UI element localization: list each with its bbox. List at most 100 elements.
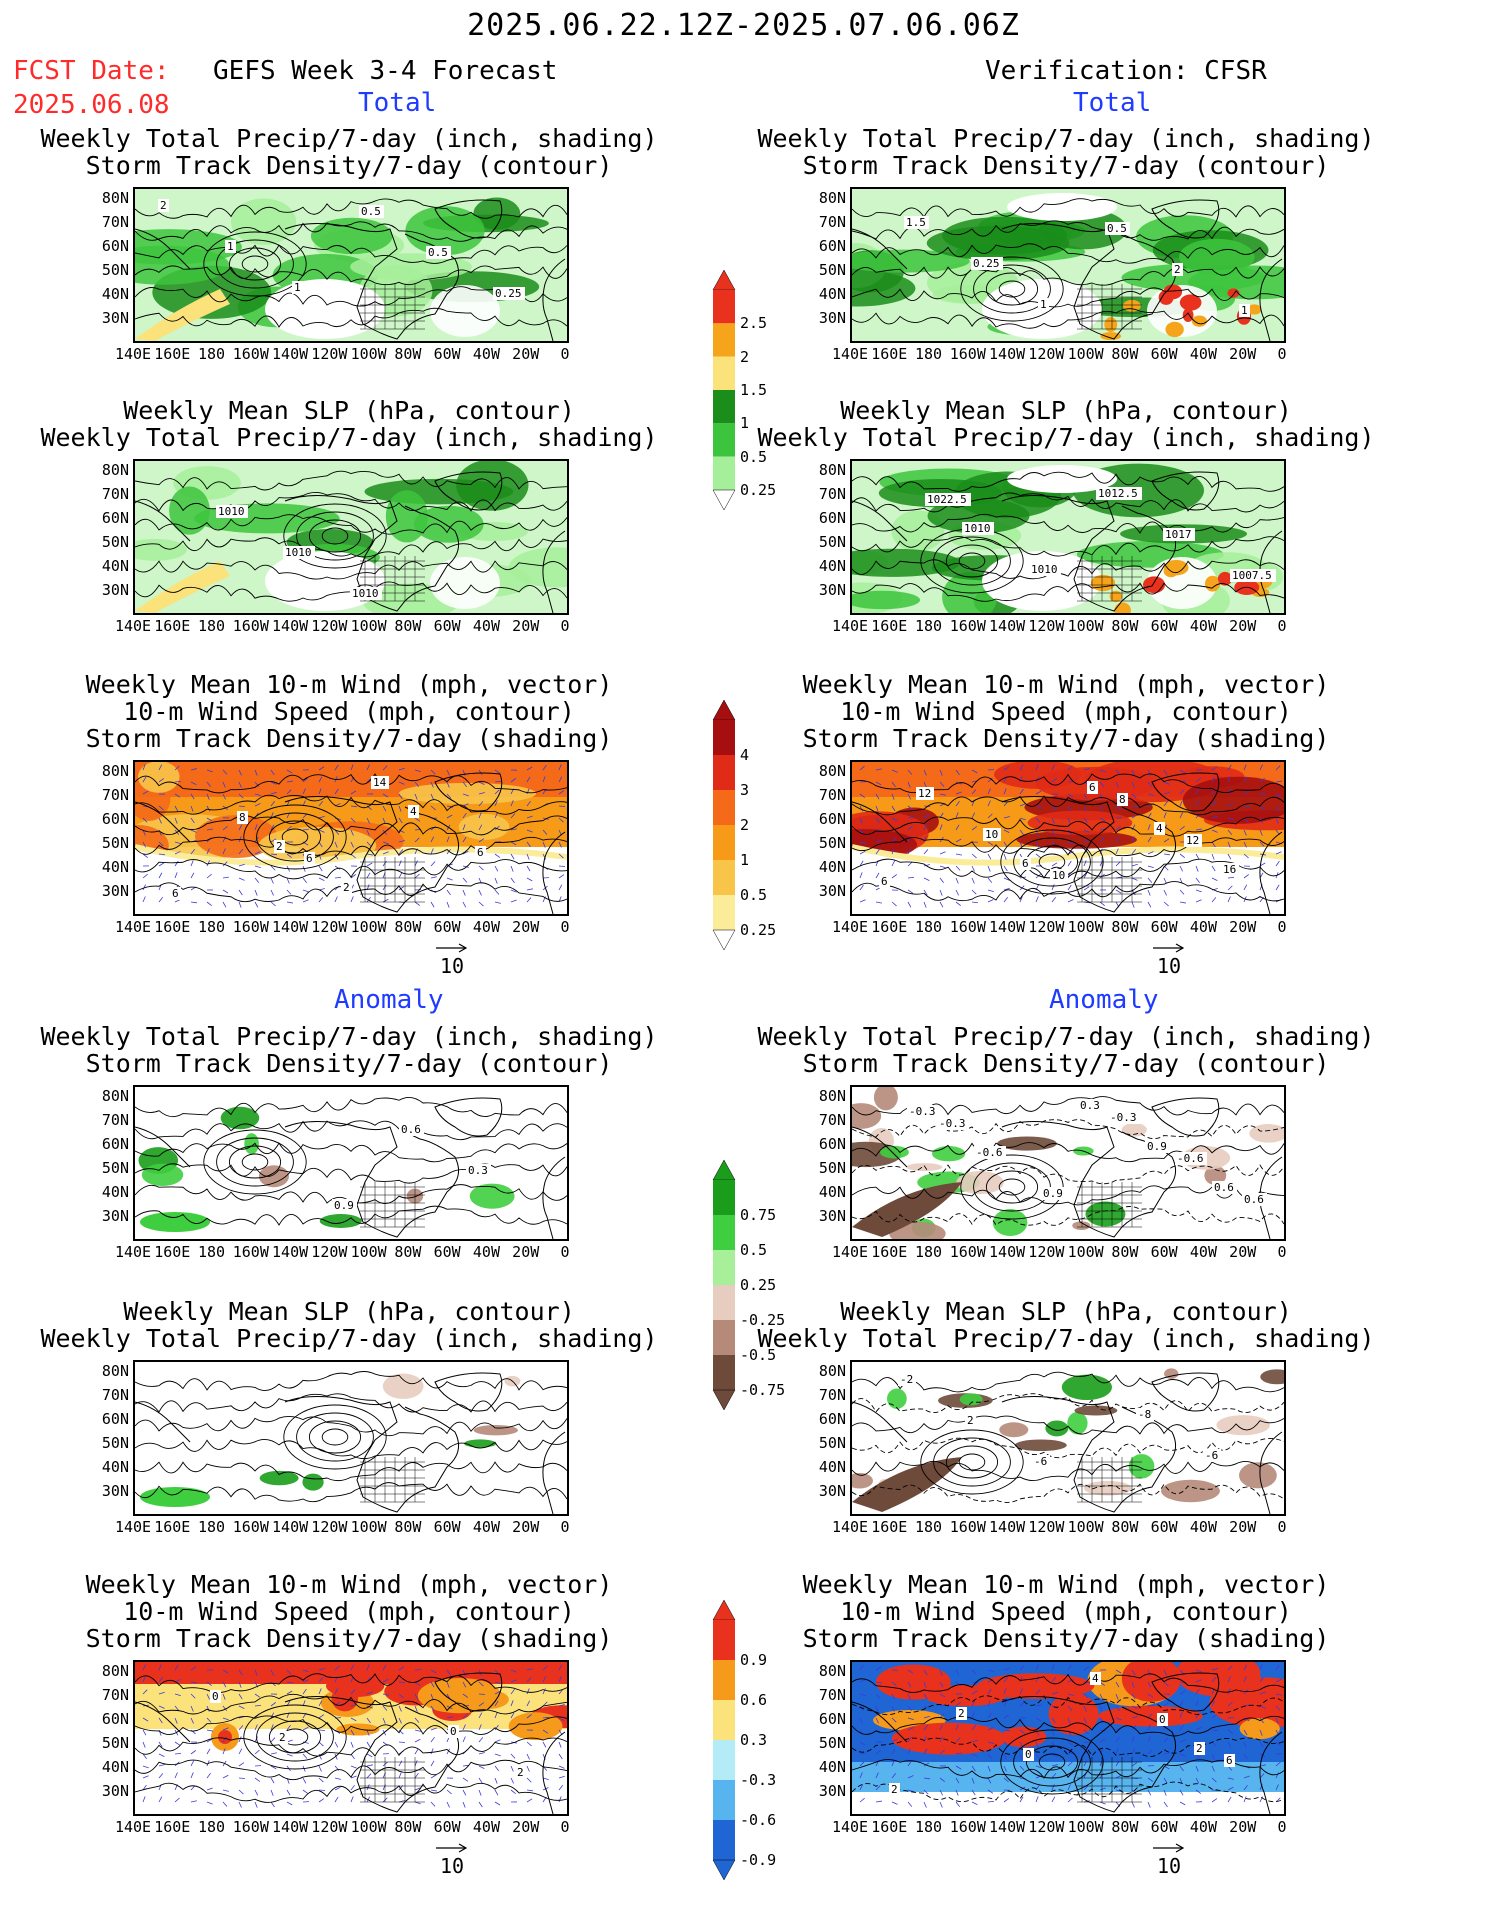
colorbar-storm_anom-swatch	[713, 1660, 735, 1700]
colorbar-storm_anom	[712, 1600, 736, 1880]
colorbar-precip_anom-top-cap	[712, 1160, 736, 1181]
svg-text:-2: -2	[900, 1373, 913, 1386]
p9-lat-label: 40N	[101, 1458, 129, 1476]
p3-lon-label: 140E	[114, 617, 152, 635]
svg-text:4: 4	[1092, 1672, 1099, 1685]
p5-lon-label: 40W	[472, 918, 500, 936]
p11-lon-label: 160W	[232, 1818, 269, 1836]
p11-lon-label: 160E	[154, 1818, 191, 1836]
svg-text:6: 6	[1226, 1754, 1233, 1767]
p7-contour-label-3: 0.3	[466, 1164, 491, 1177]
p7-lon-label: 40W	[472, 1243, 500, 1261]
p2-lon-label: 140W	[989, 345, 1026, 363]
p12-lon-label: 120W	[1028, 1818, 1065, 1836]
p1-contour-label-4: 0.5	[359, 205, 384, 218]
svg-text:2: 2	[276, 840, 283, 853]
p8-title-line-1: Weekly Total Precip/7-day (inch, shading…	[757, 1022, 1375, 1051]
p1-map: 2 1 1 0.5 0.5 0.25	[133, 187, 569, 343]
p5-vector-ref-label: 10	[439, 954, 465, 978]
colorbar-storm_anom-label: -0.6	[740, 1811, 777, 1829]
p8-lat-label: 80N	[818, 1087, 846, 1105]
p6-lon-label: 60W	[1150, 918, 1178, 936]
svg-text:-0.3: -0.3	[939, 1117, 966, 1130]
p3-lon-label: 180	[197, 617, 226, 635]
p10-lon-label: 80W	[1111, 1518, 1139, 1536]
p3-lat-label: 60N	[101, 509, 129, 527]
p3-lat-label: 30N	[101, 581, 129, 599]
p12-title-line-1: Weekly Mean 10-m Wind (mph, vector)	[802, 1570, 1330, 1599]
p5-lon-label: 80W	[394, 918, 422, 936]
p2-lon-label: 100W	[1067, 345, 1104, 363]
p4-contour-label-6: 1022.5	[925, 493, 971, 506]
p4-lat-label: 30N	[818, 581, 846, 599]
p10-lon-label: 40W	[1189, 1518, 1217, 1536]
colorbar-storm_total-swatch	[713, 825, 735, 860]
colorbar-precip_anom-swatch	[713, 1355, 735, 1390]
svg-text:4: 4	[1156, 822, 1163, 835]
p9-lat-label: 50N	[101, 1434, 129, 1452]
p9-lon-label: 140E	[114, 1518, 152, 1536]
p8-lon-label: 80W	[1111, 1243, 1139, 1261]
p5-title-line-2: 10-m Wind Speed (mph, contour)	[123, 697, 575, 726]
p8-contour-label-4: -0.3	[907, 1105, 939, 1118]
p3-lat-label: 80N	[101, 461, 129, 479]
p2-lon-label: 160E	[871, 345, 908, 363]
p5-lon-label: 100W	[350, 918, 387, 936]
p2-map-canvas: 1.5 0.25 1 0.5 2 1	[852, 189, 1284, 341]
p4-lon-label: 180	[914, 617, 943, 635]
svg-text:14: 14	[373, 776, 387, 789]
p6-lon-label: 180	[914, 918, 943, 936]
p5-contour-label-5: 6	[170, 887, 181, 900]
svg-text:1: 1	[1040, 298, 1047, 311]
p1-lat-label: 40N	[101, 285, 129, 303]
p12-lat-label: 60N	[818, 1710, 846, 1728]
p2-lat-label: 50N	[818, 261, 846, 279]
svg-text:0.25: 0.25	[973, 257, 1000, 270]
p1-lat-label: 50N	[101, 261, 129, 279]
p7-contour-label-2: 0.6	[399, 1123, 424, 1136]
svg-text:2: 2	[517, 1766, 524, 1779]
p8-contour-label-5: -0.6	[974, 1146, 1006, 1159]
p1-contour-label-2: 1	[225, 240, 236, 253]
p6-lat-label: 70N	[818, 786, 846, 804]
p1-lat-label: 80N	[101, 189, 129, 207]
p2-contour-label-4: 0.5	[1105, 222, 1130, 235]
p9-lon-label: 140W	[272, 1518, 309, 1536]
p12-title-line-3: Storm Track Density/7-day (shading)	[802, 1624, 1330, 1653]
p8-lat-label: 40N	[818, 1183, 846, 1201]
p12-lon-label: 140E	[831, 1818, 869, 1836]
svg-text:8: 8	[239, 811, 246, 824]
p8-contour-label-10: -0.3	[937, 1117, 969, 1130]
p7-lon-label: 0	[560, 1243, 570, 1261]
p3-lon-label: 140W	[272, 617, 309, 635]
colorbar-precip_anom-label: -0.5	[740, 1346, 777, 1364]
p1-title-line-1: Weekly Total Precip/7-day (inch, shading…	[40, 124, 658, 153]
p12-map: 2 2 2 0 4 0 6	[850, 1660, 1286, 1816]
p3-title-line-2: Weekly Total Precip/7-day (inch, shading…	[40, 423, 658, 452]
colorbar-precip_anom-bottom-cap	[712, 1389, 736, 1410]
colorbar-storm_anom-swatch	[713, 1700, 735, 1740]
p5-lon-label: 60W	[433, 918, 461, 936]
p10-lat-label: 60N	[818, 1410, 846, 1428]
colorbar-storm_total-swatch	[713, 790, 735, 825]
p11-lon-label: 140E	[114, 1818, 152, 1836]
p5-title-line-1: Weekly Mean 10-m Wind (mph, vector)	[85, 670, 613, 699]
svg-text:4: 4	[410, 805, 417, 818]
p3-lat-label: 70N	[101, 485, 129, 503]
p12-vector-ref-arrow	[1153, 1843, 1185, 1853]
p4-lat-label: 50N	[818, 533, 846, 551]
p7-lon-label: 120W	[311, 1243, 348, 1261]
p1-lon-label: 140E	[114, 345, 152, 363]
p11-contour-label-1: 0	[448, 1725, 459, 1738]
svg-text:0.5: 0.5	[428, 246, 448, 259]
p8-lon-label: 140E	[831, 1243, 869, 1261]
p6-lon-label: 120W	[1028, 918, 1065, 936]
p6-lat-label: 50N	[818, 834, 846, 852]
p10-contour-label-5: -6	[1032, 1455, 1050, 1468]
p11-title-line-3: Storm Track Density/7-day (shading)	[85, 1624, 613, 1653]
colorbar-storm_total-label: 0.5	[740, 886, 768, 904]
p5-contour-label-4: 6	[475, 846, 486, 859]
p2-lon-label: 140E	[831, 345, 869, 363]
p8-lon-label: 140W	[989, 1243, 1026, 1261]
p11-contour-label-3: 0	[210, 1690, 221, 1703]
